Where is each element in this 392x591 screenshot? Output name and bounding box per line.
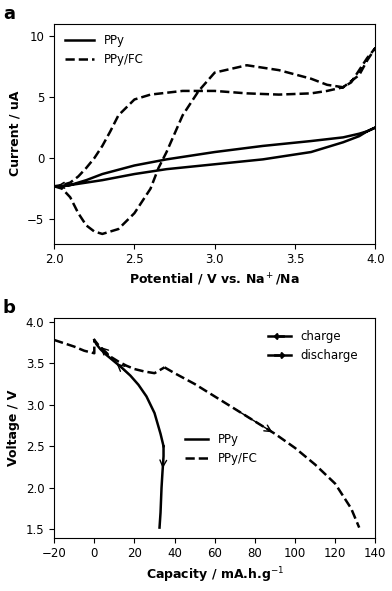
Text: b: b — [3, 299, 16, 317]
Y-axis label: Voltage / V: Voltage / V — [7, 389, 20, 466]
X-axis label: Potential / V vs. Na$^+$/Na: Potential / V vs. Na$^+$/Na — [129, 272, 300, 288]
Legend: PPy, PPy/FC: PPy, PPy/FC — [60, 30, 148, 71]
Legend: PPy, PPy/FC: PPy, PPy/FC — [180, 428, 262, 470]
Text: a: a — [3, 5, 15, 23]
X-axis label: Capacity / mA.h.g$^{-1}$: Capacity / mA.h.g$^{-1}$ — [145, 566, 284, 586]
Y-axis label: Current / uA: Current / uA — [9, 91, 22, 176]
